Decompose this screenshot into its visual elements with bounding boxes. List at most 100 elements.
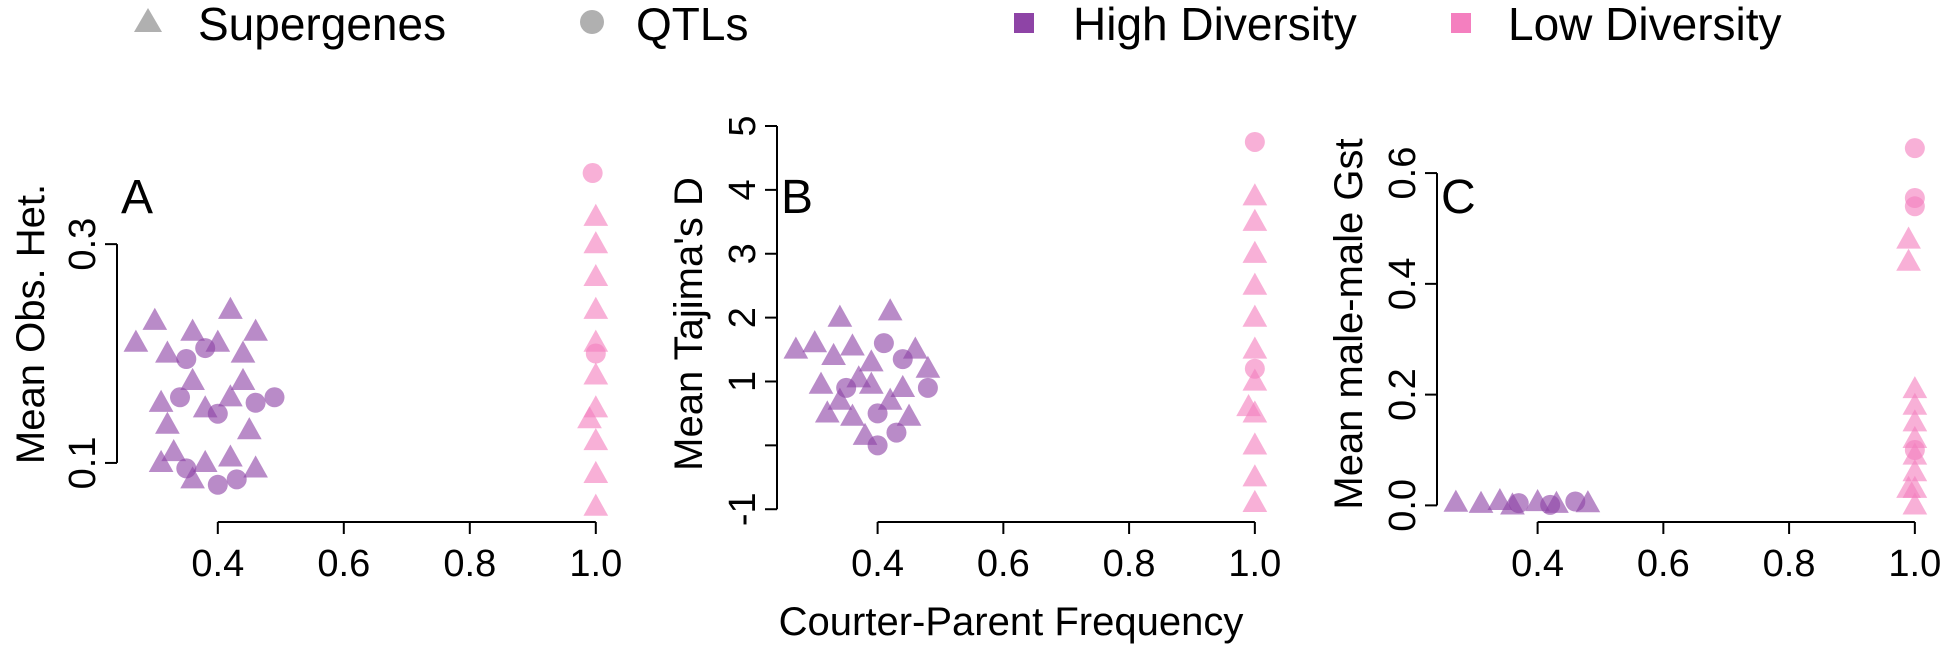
legend-high-diversity-marker (1014, 13, 1034, 33)
panel-b-high-diversity-point-10 (915, 355, 941, 378)
panel-b-high-diversity-point-8 (858, 349, 884, 372)
panel-b-low-diversity-point-13 (1244, 358, 1265, 379)
panel-b-y-tick-label: 4 (722, 179, 764, 200)
panel-a-x-tick-label: 0.8 (443, 543, 496, 585)
panel-b-high-diversity-point-0 (783, 336, 809, 359)
legend: Supergenes QTLs High Diversity Low Diver… (134, 0, 1782, 50)
panel-a-high-diversity-point-25 (243, 455, 268, 478)
panel-a-low-diversity-point-10 (583, 203, 609, 226)
panel-a-low-diversity-point-11 (577, 406, 602, 429)
panel-a-low-diversity-point-12 (585, 343, 606, 364)
panel-c-x-tick-label: 0.6 (1637, 543, 1690, 585)
panel-a-low-diversity-point-3 (583, 428, 609, 451)
panel-a-high-diversity-point-2 (155, 340, 180, 363)
panel-c-x-tick-label: 0.4 (1511, 543, 1564, 585)
panel-a-x-tick-label: 1.0 (569, 543, 622, 585)
panel-a-y-tick-label: 0.3 (62, 218, 104, 271)
panel-b-low-diversity-point-0 (1244, 131, 1265, 152)
panel-a-high-diversity-point-24 (218, 444, 243, 467)
panel-b-high-diversity-point-9 (892, 349, 913, 370)
panel-b-high-diversity-point-20 (896, 403, 922, 426)
panel-a-high-diversity-point-1 (180, 318, 205, 341)
panel-b-y-tick-label: -1 (722, 492, 764, 526)
panel-b-y-tick-label: 1 (722, 371, 764, 392)
panel-a-high-diversity-point-5 (243, 318, 268, 341)
panel-a-high-diversity-point-21 (148, 449, 174, 473)
panel-a-high-diversity-point-18 (230, 367, 256, 390)
legend-circle-marker (580, 10, 604, 34)
panel-c-low-diversity-point-12 (1902, 376, 1928, 399)
panel-a-high-diversity-point-15 (264, 387, 285, 408)
panel-c-y-tick-label: 0.6 (1382, 147, 1424, 200)
panel-b-low-diversity-point-12 (1236, 394, 1261, 417)
panel-a-x-tick-label: 0.4 (191, 543, 244, 585)
panel-c-low-diversity-point-14 (1904, 440, 1925, 460)
panel-c-low-diversity-point-7 (1902, 459, 1928, 482)
panel-a-high-diversity-point-14 (245, 392, 266, 413)
panel-b-high-diversity-point-23 (886, 422, 907, 443)
panel-b-x-tick-label: 0.8 (1103, 543, 1156, 585)
panel-a-low-diversity-point-7 (583, 296, 609, 319)
panel-a-high-diversity-point-17 (207, 403, 228, 424)
panel-a-high-diversity-point-0 (123, 329, 149, 352)
panel-b-low-diversity-point-5 (1242, 368, 1268, 391)
panel-b-low-diversity-point-11 (1242, 183, 1268, 206)
panel-a-high-diversity-point-29 (180, 466, 205, 489)
panel-b-high-diversity-point-13 (858, 371, 884, 394)
panel-b-high-diversity-point-14 (890, 374, 916, 397)
panel-b-high-diversity-point-7 (821, 342, 846, 366)
legend-supergenes-label: Supergenes (198, 0, 446, 50)
panel-b-low-diversity-point-9 (1242, 240, 1268, 263)
panel-a-low-diversity-point-1 (583, 493, 609, 516)
panel-b-high-diversity-point-25 (877, 387, 903, 410)
panel-b-low-diversity-point-2 (1242, 464, 1268, 487)
legend-triangle-marker (134, 8, 162, 32)
panel-b-low-diversity-point-1 (1242, 489, 1268, 512)
panel-b-low-diversity-point-8 (1242, 272, 1268, 295)
panel-b-high-diversity-point-17 (814, 400, 840, 423)
panel-c-low-diversity-point-2 (1904, 196, 1925, 217)
panel-b-low-diversity-point-3 (1242, 432, 1268, 455)
panel-c-low-diversity-point-3 (1896, 226, 1921, 249)
panel-b: 0.4 0.6 0.8 1.0 -1 1 2 3 4 5 Mean Tajima's D B (667, 115, 1281, 585)
panel-b-x-tick-label: 1.0 (1228, 543, 1281, 585)
panel-b-letter: B (781, 171, 813, 224)
panel-b-high-diversity-point-16 (846, 365, 872, 388)
panel-a-high-diversity-point-6 (176, 349, 197, 370)
legend-qtls-label: QTLs (636, 0, 748, 50)
panel-c-high-diversity-point-0 (1443, 489, 1469, 512)
panel-b-high-diversity-point-2 (877, 298, 903, 321)
panel-b-low-diversity-point-7 (1242, 304, 1268, 327)
legend-low-diversity-marker (1451, 13, 1471, 33)
panel-b-low-diversity-point-10 (1242, 208, 1268, 231)
panel-a-x-tick-label: 0.6 (317, 543, 370, 585)
legend-low-diversity-label: Low Diversity (1508, 0, 1782, 50)
panel-b-high-diversity-point-5 (873, 333, 894, 354)
panel-b-x-tick-label: 0.6 (977, 543, 1030, 585)
panel-a-points (123, 163, 609, 516)
panel-a-high-diversity-point-16 (180, 367, 205, 390)
panel-b-y-tick-label: 3 (722, 243, 764, 264)
panel-a-high-diversity-point-7 (218, 296, 243, 319)
panel-b-high-diversity-point-1 (827, 304, 853, 327)
panel-a-low-diversity-point-5 (583, 362, 609, 385)
panel-c-letter: C (1441, 171, 1476, 224)
panel-a-high-diversity-point-4 (230, 340, 256, 363)
panel-b-high-diversity-point-11 (808, 371, 834, 394)
panel-c-x-tick-label: 1.0 (1888, 543, 1941, 585)
panel-b-high-diversity-point-4 (840, 333, 865, 356)
panel-b-high-diversity-point-15 (917, 377, 938, 398)
panel-c-low-diversity-point-10 (1902, 409, 1928, 432)
panel-c-low-diversity-point-5 (1902, 492, 1928, 515)
panel-c-x-tick-label: 0.8 (1763, 543, 1816, 585)
panel-b-y-tick-label: 5 (722, 115, 764, 136)
panel-c-low-diversity-point-4 (1896, 248, 1921, 271)
panel-c-low-diversity-point-0 (1904, 138, 1925, 159)
panel-a-low-diversity-point-0 (582, 163, 603, 184)
panel-b-high-diversity-point-3 (802, 330, 828, 353)
panel-a-high-diversity-point-28 (226, 469, 247, 490)
panel-b-y-tick-label: 2 (722, 307, 764, 328)
panel-b-low-diversity-point-6 (1242, 336, 1268, 359)
panel-a-low-diversity-point-8 (583, 263, 609, 287)
